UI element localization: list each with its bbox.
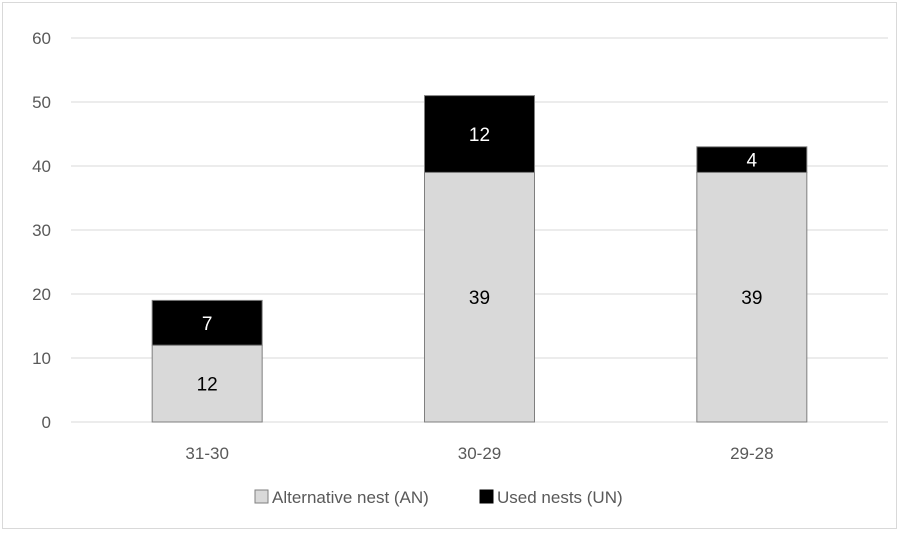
bar-segment	[424, 171, 535, 423]
legend-label: Used nests (UN)	[497, 488, 623, 507]
y-tick-label: 40	[32, 157, 51, 176]
bars: 12 7 39 12 39 4	[151, 95, 808, 423]
y-tick-label: 30	[32, 221, 51, 240]
bar-segment	[424, 95, 535, 173]
y-tick-label: 20	[32, 285, 51, 304]
legend-swatch	[479, 489, 494, 504]
data-label: 39	[741, 288, 762, 309]
bar-segment	[696, 146, 808, 173]
data-label: 39	[469, 288, 490, 309]
y-axis-ticks: 0 10 20 30 40 50 60	[32, 29, 51, 432]
bar-segment	[151, 344, 263, 423]
y-tick-label: 10	[32, 349, 51, 368]
x-axis-ticks: 31-30 30-29 29-28	[185, 444, 773, 463]
data-label: 12	[469, 125, 490, 146]
legend-swatch	[254, 489, 269, 504]
data-label: 12	[197, 375, 218, 396]
bar-segment	[151, 299, 263, 346]
stacked-bar-chart: 0 10 20 30 40 50 60 12 7 39 12 39 4 31-30 30-29 29-28…	[32, 29, 888, 507]
chart-frame: 0 10 20 30 40 50 60 12 7 39 12 39 4 31-30 30-29 29-28…	[2, 2, 897, 529]
legend-label: Alternative nest (AN)	[272, 488, 429, 507]
legend: Alternative nest (AN) Used nests (UN)	[254, 488, 623, 507]
bar-segment	[696, 171, 808, 423]
x-tick-label: 30-29	[458, 444, 501, 463]
data-label: 4	[747, 151, 758, 172]
data-label: 7	[202, 314, 213, 335]
y-tick-label: 50	[32, 93, 51, 112]
x-tick-label: 29-28	[730, 444, 773, 463]
y-tick-label: 60	[32, 29, 51, 48]
y-tick-label: 0	[42, 413, 51, 432]
x-tick-label: 31-30	[185, 444, 228, 463]
